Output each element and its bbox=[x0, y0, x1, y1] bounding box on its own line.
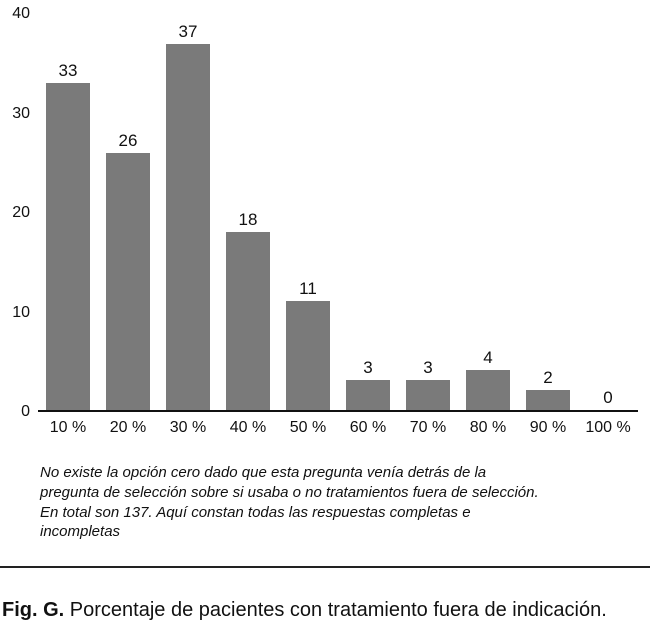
bar bbox=[466, 370, 510, 410]
bar bbox=[46, 83, 90, 410]
figure-caption: Fig. G. Porcentaje de pacientes con trat… bbox=[0, 588, 650, 624]
bar-group: 26 bbox=[98, 14, 158, 410]
bar-value-label: 18 bbox=[238, 209, 258, 229]
bar-value-label: 33 bbox=[58, 61, 78, 81]
y-axis-tick-label: 10 bbox=[12, 303, 30, 321]
bar-group: 18 bbox=[218, 14, 278, 410]
bar bbox=[526, 390, 570, 410]
bar-value-label: 37 bbox=[178, 21, 198, 41]
bar-group: 11 bbox=[278, 14, 338, 410]
x-axis-tick-label: 70 % bbox=[409, 419, 447, 436]
bar-value-label: 3 bbox=[423, 358, 433, 378]
chart-note: No existe la opción cero dado que esta p… bbox=[40, 464, 539, 541]
bar-chart: 0 10 20 30 40 33 26 37 18 11 3 3 4 2 0 bbox=[6, 6, 638, 420]
y-axis-tick-label: 0 bbox=[21, 403, 30, 420]
y-axis-tick-label: 30 bbox=[12, 104, 30, 122]
y-axis-tick-label: 40 bbox=[12, 5, 30, 22]
x-axis-tick-label: 100 % bbox=[585, 419, 631, 436]
x-axis-tick-label: 30 % bbox=[169, 419, 207, 436]
bar-value-label: 11 bbox=[299, 279, 317, 299]
bar-group: 4 bbox=[458, 14, 518, 410]
x-axis-tick-label: 10 % bbox=[49, 419, 87, 436]
bar-group: 2 bbox=[518, 14, 578, 410]
x-axis-tick-label: 40 % bbox=[229, 419, 267, 436]
plot-area: 33 26 37 18 11 3 3 4 2 0 bbox=[38, 14, 638, 412]
bar-value-label: 4 bbox=[483, 348, 493, 368]
figure-caption-label: Fig. G. bbox=[2, 599, 65, 622]
bar bbox=[226, 231, 270, 410]
bar-group: 3 bbox=[398, 14, 458, 410]
x-axis-tick-label: 90 % bbox=[529, 419, 567, 436]
x-axis-tick-label: 50 % bbox=[289, 419, 327, 436]
bar-group: 3 bbox=[338, 14, 398, 410]
bar bbox=[286, 301, 330, 410]
figure-caption-text: Porcentaje de pacientes con tratamiento … bbox=[69, 599, 607, 622]
x-axis-tick-label: 20 % bbox=[109, 419, 147, 436]
x-axis-labels: 10 % 20 % 30 % 40 % 50 % 60 % 70 % 80 % 90 % 100 … bbox=[0, 412, 650, 437]
bar-value-label: 3 bbox=[363, 358, 373, 378]
bar-group: 0 bbox=[578, 14, 638, 410]
bar bbox=[106, 152, 150, 410]
bar-value-label: 26 bbox=[118, 130, 138, 150]
bar bbox=[406, 380, 450, 410]
bar bbox=[166, 43, 210, 410]
x-axis-tick-label: 60 % bbox=[349, 419, 387, 436]
y-axis: 0 10 20 30 40 bbox=[6, 6, 38, 420]
bar-group: 37 bbox=[158, 14, 218, 410]
x-axis-tick-label: 80 % bbox=[469, 419, 507, 436]
bar bbox=[346, 380, 390, 410]
bar-value-label: 2 bbox=[543, 368, 553, 388]
bar-value-label: 0 bbox=[603, 388, 613, 407]
caption-separator bbox=[0, 566, 650, 569]
y-axis-tick-label: 20 bbox=[12, 204, 30, 221]
bar-group: 33 bbox=[38, 14, 98, 410]
